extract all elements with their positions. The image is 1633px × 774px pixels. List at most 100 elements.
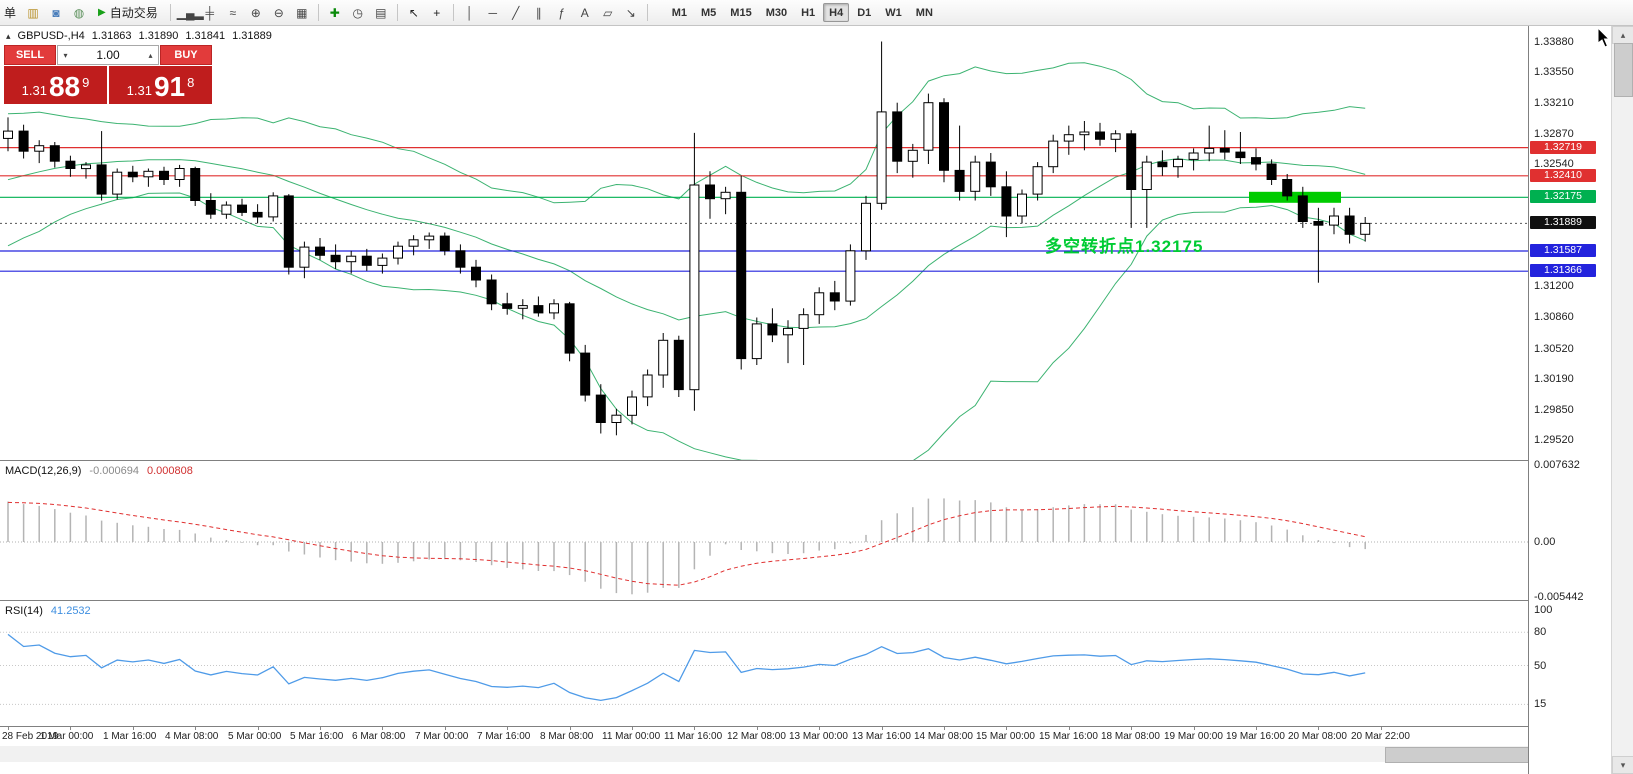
sell-price-sup: 9 [82,75,90,90]
time-tick [757,727,758,730]
horizontal-line-icon[interactable]: ─ [482,3,504,23]
autotrade-button[interactable]: ▶ 自动交易 [91,3,165,23]
rsi-name: RSI(14) [5,605,43,617]
buy-price-big: 91 [153,71,186,102]
main-chart-canvas[interactable] [0,26,1528,460]
macd-panel-canvas[interactable] [0,461,1528,601]
zoom-in-icon[interactable]: ⊕ [245,3,267,23]
bar-chart-icon[interactable]: ▁▄▂ [176,3,204,23]
trendline-icon[interactable]: ╱ [505,3,527,23]
zoom-out-icon[interactable]: ⊖ [268,3,290,23]
sell-price-base: 1.31 [21,83,47,98]
timeframe-m15-button[interactable]: M15 [724,3,757,22]
timeframe-w1-button[interactable]: W1 [879,3,908,22]
time-tick [1069,727,1070,730]
panel-separator[interactable] [0,600,1633,601]
time-axis-label: 7 Mar 16:00 [477,731,531,742]
time-axis-label: 13 Mar 16:00 [852,731,911,742]
timeframe-d1-button[interactable]: D1 [851,3,877,22]
time-tick [694,727,695,730]
ohlc-low: 1.31841 [185,30,226,42]
macd-axis-label: 0.00 [1534,536,1556,548]
charts-icon[interactable]: ▥ [22,3,44,23]
market-watch-icon[interactable]: ◍ [68,3,90,23]
timeframe-h1-button[interactable]: H1 [795,3,821,22]
time-tick [133,727,134,730]
scroll-down-icon[interactable]: ▾ [1612,756,1633,774]
ohlc-open: 1.31863 [91,30,132,42]
profile-icon[interactable]: ◙ [45,3,67,23]
time-axis-label: 1 Mar 00:00 [40,731,94,742]
cursor-icon[interactable]: ↖ [403,3,425,23]
buy-price-sup: 8 [187,75,195,90]
indicators-icon[interactable]: ✚ [324,3,346,23]
timeframe-m1-button[interactable]: M1 [666,3,693,22]
panel-separator[interactable] [0,460,1633,461]
crosshair-icon[interactable]: + [426,3,448,23]
time-tick [632,727,633,730]
price-axis-label: 1.33550 [1534,66,1574,78]
price-axis-label: 1.33210 [1534,97,1574,109]
sell-button[interactable]: SELL [4,45,56,65]
templates-icon[interactable]: ▤ [370,3,392,23]
time-tick [382,727,383,730]
time-axis[interactable]: 28 Feb 2019 1 Mar 00:00 1 Mar 16:00 4 Mar 0… [0,727,1528,746]
price-axis-label: 1.30190 [1534,373,1574,385]
chart-info: ▴ GBPUSD-,H4 1.31863 1.31890 1.31841 1.3… [6,30,272,42]
price-axis[interactable]: 1.33880 1.33550 1.33210 1.32870 1.32540 1.312… [1528,26,1612,774]
text-icon[interactable]: A [574,3,596,23]
rsi-axis-label: 100 [1534,604,1553,616]
vertical-line-icon[interactable]: │ [459,3,481,23]
play-icon: ▶ [98,7,106,18]
horizontal-scrollbar-thumb[interactable] [1385,747,1537,763]
time-tick [1318,727,1319,730]
price-axis-label: 1.30520 [1534,343,1574,355]
tile-windows-icon[interactable]: ▦ [291,3,313,23]
time-axis-label: 20 Mar 08:00 [1288,731,1347,742]
timeframe-m30-button[interactable]: M30 [760,3,793,22]
timeframe-h4-button[interactable]: H4 [823,3,850,22]
price-axis-label: 1.32870 [1534,128,1574,140]
time-axis-label: 15 Mar 16:00 [1039,731,1098,742]
time-tick [320,727,321,730]
volume-value[interactable]: 1.00 [96,48,120,62]
volume-decrease-icon[interactable]: ▾ [63,50,68,60]
horizontal-scrollbar[interactable] [0,746,1610,763]
time-axis-label: 1 Mar 16:00 [103,731,157,742]
time-axis-label: 15 Mar 00:00 [976,731,1035,742]
scroll-up-icon[interactable]: ▴ [1612,26,1633,44]
time-tick [1131,727,1132,730]
price-line-badge: 1.32410 [1530,169,1596,182]
autotrade-label: 自动交易 [109,6,158,20]
vertical-scrollbar-thumb[interactable] [1614,43,1633,97]
price-axis-label: 1.30860 [1534,311,1574,323]
timeframe-mn-button[interactable]: MN [910,3,939,22]
time-axis-label: 19 Mar 00:00 [1164,731,1223,742]
buy-price-button[interactable]: 1.31 91 8 [109,66,212,104]
time-axis-label: 8 Mar 08:00 [540,731,594,742]
arrows-icon[interactable]: ↘ [620,3,642,23]
vertical-scrollbar[interactable]: ▴ ▾ [1611,26,1633,774]
rsi-axis-label: 80 [1534,626,1547,638]
time-tick [1256,727,1257,730]
sell-price-button[interactable]: 1.31 88 9 [4,66,107,104]
candlestick-icon[interactable]: ╪ [199,3,221,23]
menu-order-text[interactable]: 单 [4,6,17,20]
one-click-toggle-icon[interactable]: ▴ [6,30,11,41]
time-axis-label: 5 Mar 00:00 [228,731,282,742]
shapes-icon[interactable]: ▱ [597,3,619,23]
time-axis-label: 7 Mar 00:00 [415,731,469,742]
channel-icon[interactable]: ∥ [528,3,550,23]
fibonacci-icon[interactable]: ƒ [551,3,573,23]
line-chart-icon[interactable]: ≈ [222,3,244,23]
chart-window: ▴ GBPUSD-,H4 1.31863 1.31890 1.31841 1.3… [0,26,1633,774]
price-axis-label: 1.29520 [1534,434,1574,446]
volume-stepper[interactable]: ▾ 1.00 ▴ [57,45,159,65]
periods-icon[interactable]: ◷ [347,3,369,23]
time-tick [882,727,883,730]
volume-increase-icon[interactable]: ▴ [148,50,153,60]
timeframe-m5-button[interactable]: M5 [695,3,722,22]
buy-button[interactable]: BUY [160,45,212,65]
rsi-panel-canvas[interactable] [0,601,1528,726]
time-tick [507,727,508,730]
